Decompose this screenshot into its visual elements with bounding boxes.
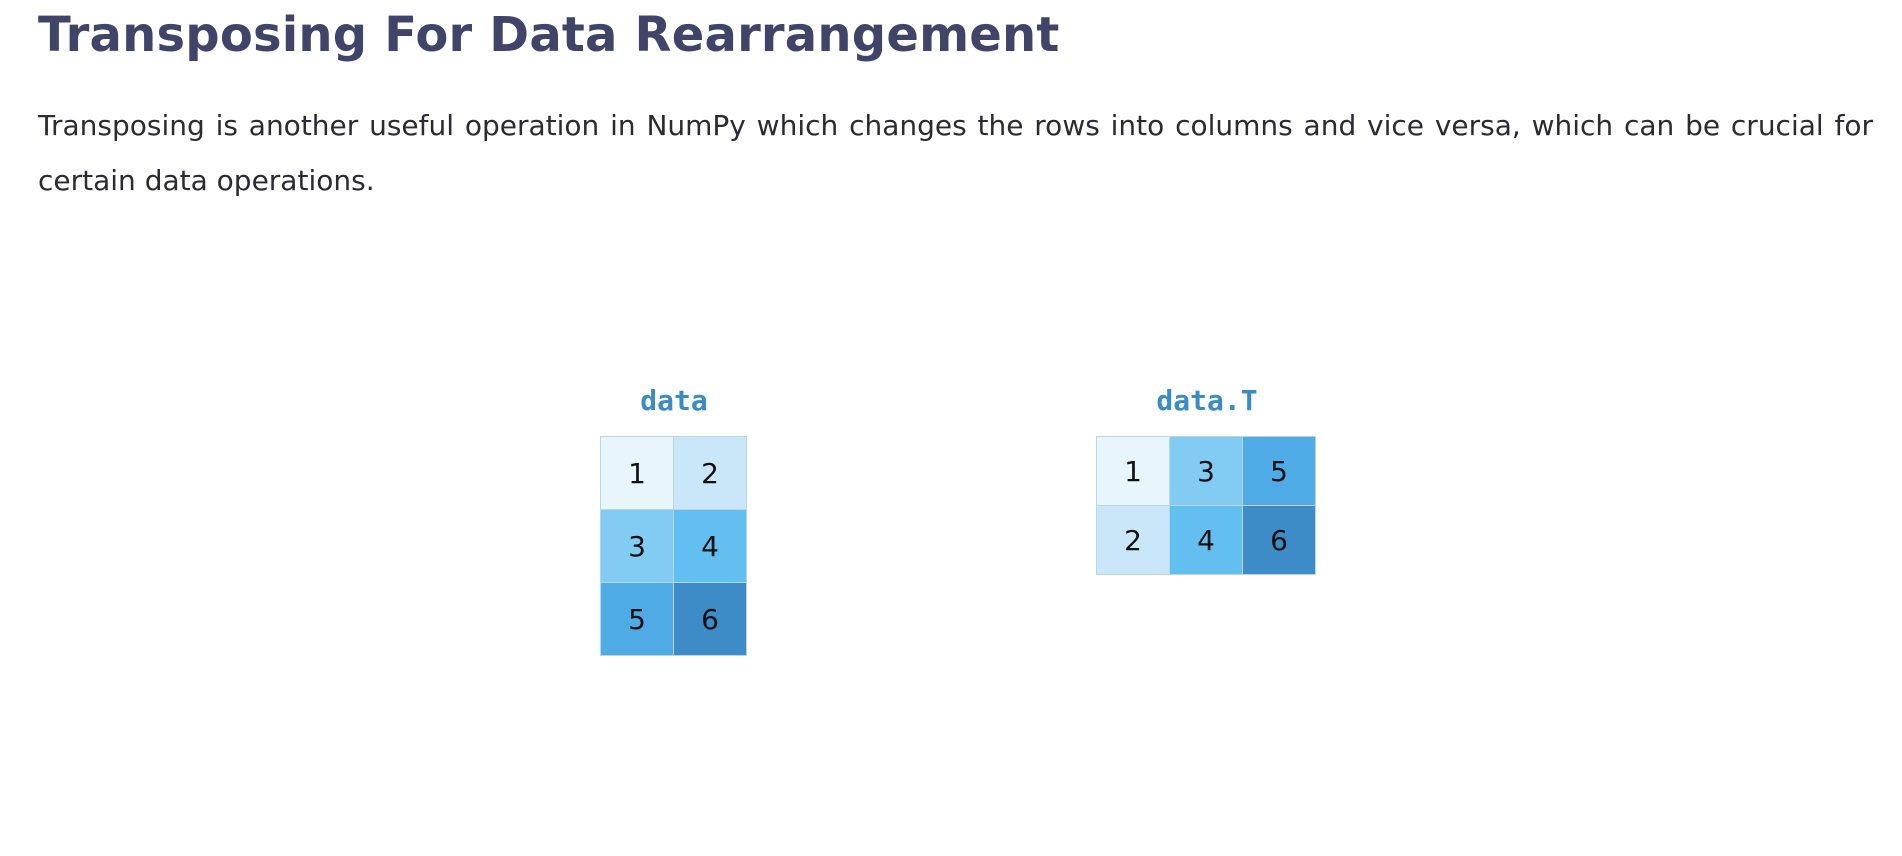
matrix-cell: 4 — [1170, 506, 1243, 575]
matrix-cell: 2 — [1097, 506, 1170, 575]
matrix-label-data: data — [640, 384, 708, 417]
matrix-cell: 6 — [1243, 506, 1316, 575]
matrix-cell: 1 — [1097, 437, 1170, 506]
matrix-cell: 5 — [601, 583, 674, 656]
intro-paragraph: Transposing is another useful operation … — [38, 109, 1873, 197]
matrix-cell: 3 — [601, 510, 674, 583]
matrix-cell: 2 — [674, 437, 747, 510]
matrix-cell: 3 — [1170, 437, 1243, 506]
matrix-data: data 1 2 3 4 5 6 — [600, 384, 748, 664]
matrix-grid-data: 1 2 3 4 5 6 — [600, 436, 747, 656]
matrix-label-data-transposed: data.T — [1156, 384, 1258, 417]
matrix-cell: 4 — [674, 510, 747, 583]
matrix-data-transposed: data.T 1 3 5 2 4 6 — [1096, 384, 1318, 584]
matrix-cell: 1 — [601, 437, 674, 510]
page-title: Transposing For Data Rearrangement — [38, 7, 1060, 63]
matrix-cell: 6 — [674, 583, 747, 656]
matrix-cell: 5 — [1243, 437, 1316, 506]
matrix-grid-data-transposed: 1 3 5 2 4 6 — [1096, 436, 1316, 575]
